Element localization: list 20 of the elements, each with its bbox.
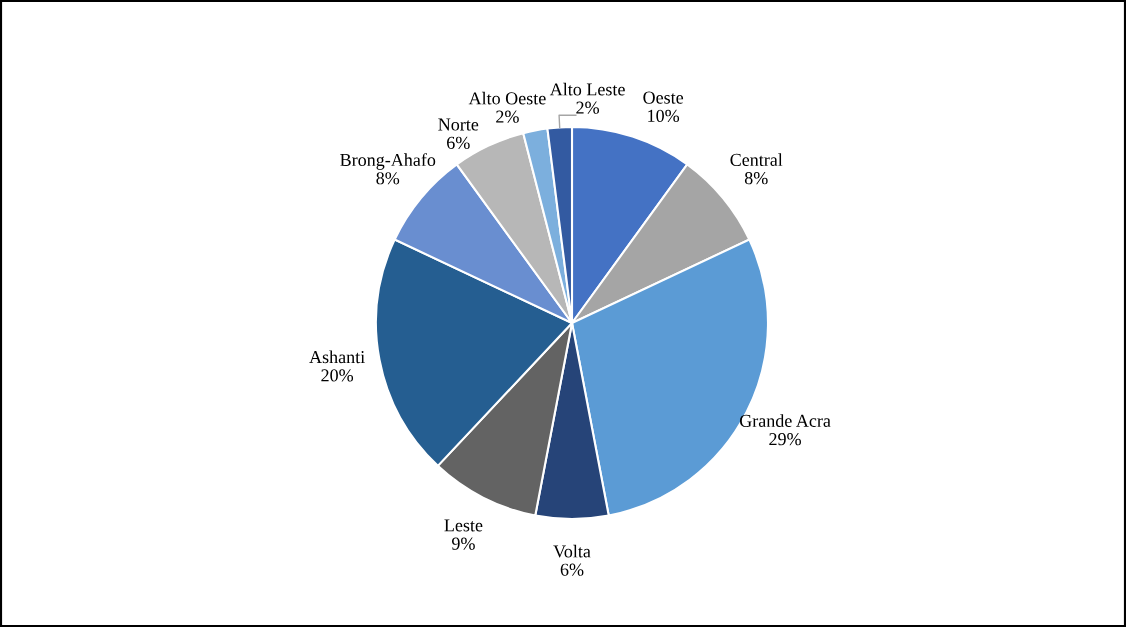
- data-label: 20%: [321, 369, 354, 382]
- data-label: 2%: [496, 110, 519, 123]
- slice-label: Leste: [444, 519, 483, 532]
- slice-label: Brong-Ahafo: [340, 153, 436, 170]
- slice-label: Oeste: [643, 91, 684, 104]
- data-label: 6%: [560, 563, 584, 576]
- slice-label: Alto Leste: [549, 82, 625, 96]
- data-label: 6%: [447, 136, 470, 149]
- slice-label: Volta: [553, 544, 591, 558]
- data-label: 10%: [648, 109, 680, 123]
- slice-label: Norte: [438, 118, 479, 131]
- slice-label: Grande Acra: [739, 414, 831, 427]
- data-label: 9%: [451, 537, 475, 550]
- data-label: 2%: [576, 101, 600, 114]
- data-label: 8%: [744, 172, 768, 185]
- data-label: 8%: [376, 172, 400, 185]
- slice-label: Central: [730, 153, 783, 166]
- slice-label: Ashanti: [309, 350, 365, 364]
- data-label: 29%: [769, 433, 801, 446]
- slice-label: Alto Oeste: [468, 91, 546, 105]
